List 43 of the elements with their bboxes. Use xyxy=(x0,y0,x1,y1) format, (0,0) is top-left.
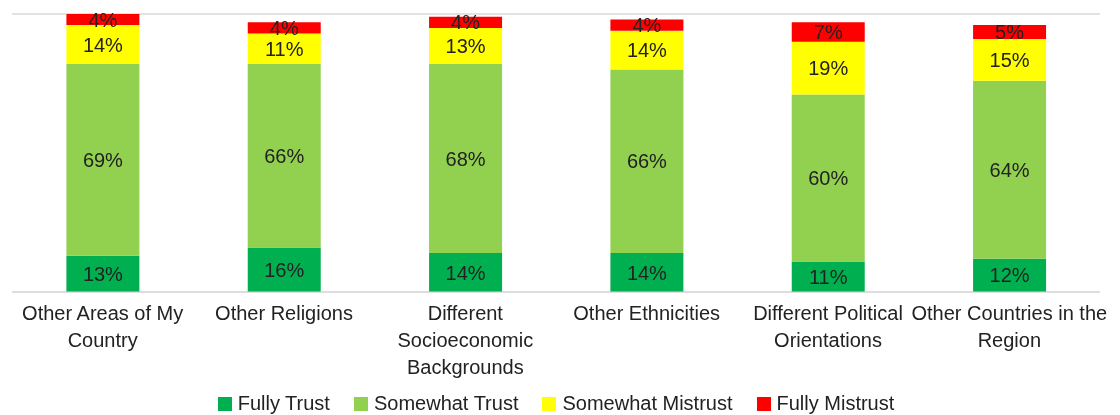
x-tick-label: Other Religions xyxy=(215,302,353,325)
data-label: 14% xyxy=(82,33,124,56)
x-tick-label: Different Socioeconomic Backgrounds xyxy=(397,302,534,379)
data-label: 60% xyxy=(808,167,849,190)
data-label: 66% xyxy=(626,150,668,173)
data-label: 4% xyxy=(632,14,662,37)
data-label: 16% xyxy=(264,258,305,281)
bar xyxy=(429,64,503,254)
x-tick-label: Different Political Orientations xyxy=(753,302,903,352)
legend-label: Somewhat Trust xyxy=(373,392,519,415)
bar xyxy=(791,41,865,95)
data-label: 15% xyxy=(989,48,1030,71)
data-label: 7% xyxy=(813,21,843,44)
x-tick-label: Other Countries in the Region xyxy=(911,302,1108,352)
data-label: 14% xyxy=(626,39,668,62)
data-label: 13% xyxy=(445,34,486,57)
data-label: 69% xyxy=(82,148,124,171)
legend-label: Somewhat Mistrust xyxy=(562,392,733,415)
bar xyxy=(973,39,1047,81)
data-label: 11% xyxy=(808,265,848,288)
bar xyxy=(247,64,321,248)
data-label: 12% xyxy=(989,264,1030,287)
x-tick-label: Other Ethnicities xyxy=(573,302,721,325)
legend-label: Fully Mistrust xyxy=(776,392,895,415)
data-label: 11% xyxy=(264,37,304,60)
bar xyxy=(610,69,684,254)
legend-label: Fully Trust xyxy=(237,392,330,415)
bar xyxy=(66,25,140,65)
bar xyxy=(66,64,140,256)
bar xyxy=(791,94,865,262)
data-label: 64% xyxy=(989,158,1030,181)
data-label: 5% xyxy=(995,21,1025,44)
data-label: 14% xyxy=(626,261,668,284)
data-label: 14% xyxy=(445,261,486,284)
x-tick-label: Other Areas of My Country xyxy=(22,302,184,352)
data-label: 4% xyxy=(88,8,118,31)
bar xyxy=(973,80,1047,259)
data-label: 19% xyxy=(808,57,849,80)
bar xyxy=(610,30,684,70)
data-label: 4% xyxy=(451,11,481,34)
data-label: 66% xyxy=(264,144,305,167)
data-label: 68% xyxy=(445,147,486,170)
data-label: 13% xyxy=(82,262,124,285)
